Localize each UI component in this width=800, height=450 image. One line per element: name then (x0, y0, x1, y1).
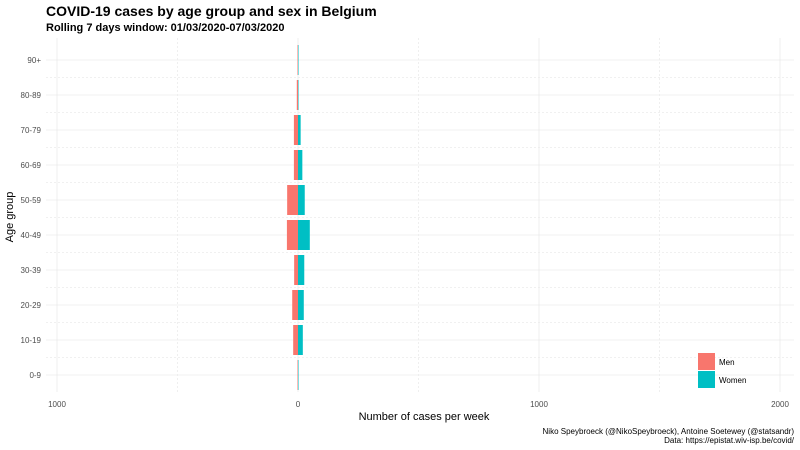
y-tick-label: 20-29 (21, 301, 42, 310)
bar-women-10-19 (298, 325, 303, 355)
y-tick-label: 40-49 (21, 231, 42, 240)
y-tick-label: 0-9 (29, 371, 41, 380)
bar-women-70-79 (298, 115, 301, 145)
legend: Men Women (698, 353, 746, 388)
bar-women-40-49 (298, 220, 310, 250)
bar-men-0-9 (297, 360, 299, 390)
bars (286, 45, 310, 390)
y-tick-label: 10-19 (21, 336, 42, 345)
y-tick-label: 70-79 (21, 126, 42, 135)
bar-men-90+ (297, 45, 299, 75)
tick-labels: 0-9 10-19 20-29 30-39 40-49 50-59 60-69 70-79 80… (21, 56, 790, 409)
bar-men-70-79 (293, 115, 298, 145)
bar-women-0-9 (298, 360, 299, 390)
bar-men-50-59 (287, 185, 298, 215)
bar-women-50-59 (298, 185, 305, 215)
caption-credits: Niko Speybroeck (@NikoSpeybroeck), Antoi… (542, 427, 794, 436)
x-axis-title: Number of cases per week (359, 411, 490, 423)
bar-women-20-29 (298, 290, 304, 320)
bar-men-10-19 (293, 325, 298, 355)
y-tick-label: 50-59 (21, 196, 42, 205)
bar-men-60-69 (293, 150, 298, 180)
bar-men-80-89 (296, 80, 298, 110)
bar-women-60-69 (298, 150, 303, 180)
bar-women-30-39 (298, 255, 305, 285)
grid-lines (46, 38, 794, 392)
caption-source: Data: https://epistat.wiv-isp.be/covid/ (664, 436, 794, 445)
bar-men-20-29 (292, 290, 298, 320)
legend-label-women: Women (719, 376, 746, 385)
bar-men-40-49 (286, 220, 298, 250)
y-axis-title: Age group (4, 192, 16, 243)
bar-women-90+ (298, 45, 299, 75)
chart-subtitle: Rolling 7 days window: 01/03/2020-07/03/… (46, 22, 285, 34)
legend-key-men (698, 353, 715, 370)
x-tick-label: 2000 (771, 400, 789, 409)
x-tick-label: 1000 (48, 400, 66, 409)
x-tick-label: 1000 (530, 400, 548, 409)
y-tick-label: 90+ (27, 56, 41, 65)
legend-key-women (698, 371, 715, 388)
y-tick-label: 30-39 (21, 266, 42, 275)
caption: Niko Speybroeck (@NikoSpeybroeck), Antoi… (543, 427, 794, 445)
bar-women-80-89 (298, 80, 299, 110)
x-tick-label: 0 (296, 400, 301, 409)
chart-title: COVID-19 cases by age group and sex in B… (46, 3, 377, 19)
bar-men-30-39 (294, 255, 298, 285)
y-tick-label: 60-69 (21, 161, 42, 170)
y-tick-label: 80-89 (21, 91, 42, 100)
legend-label-men: Men (719, 358, 735, 367)
